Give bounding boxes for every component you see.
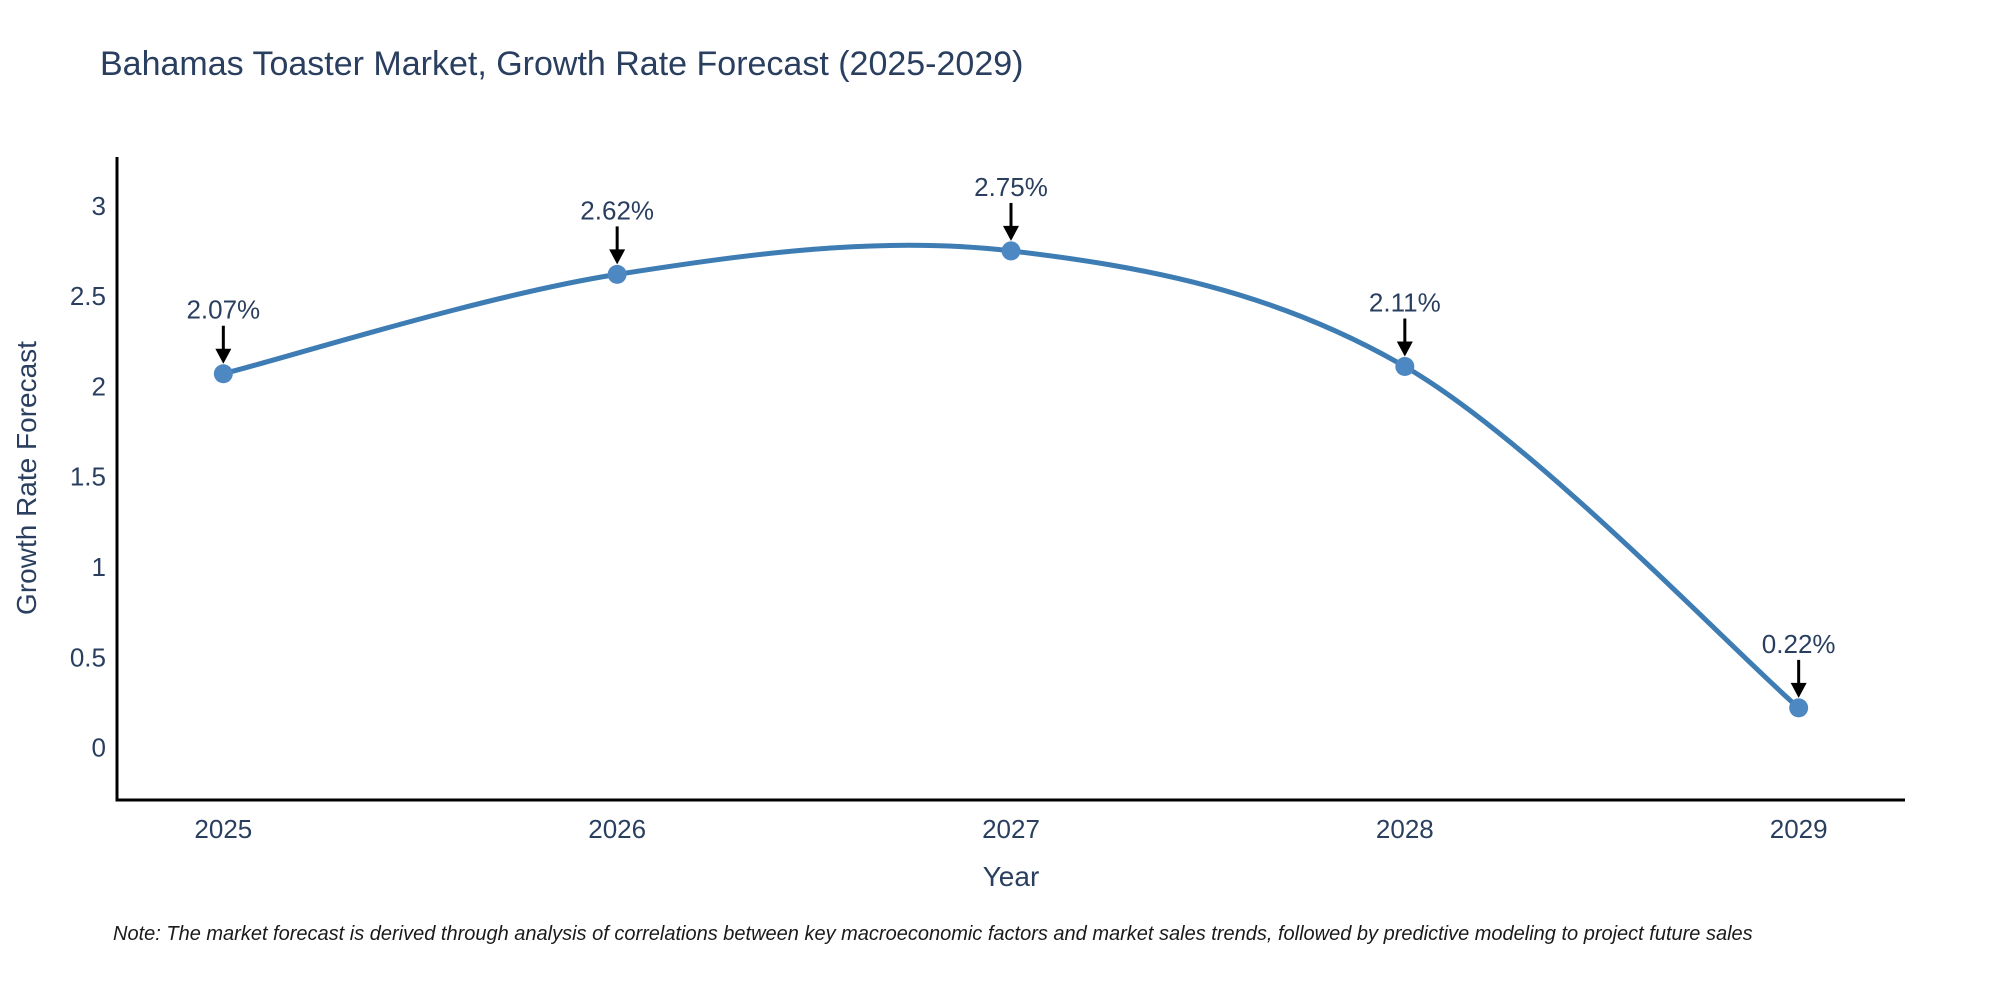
annotation-arrow-icon	[215, 348, 232, 364]
y-tick-label: 0.5	[70, 642, 106, 672]
y-tick-label: 2.5	[70, 281, 106, 311]
y-tick-label: 2	[92, 371, 106, 401]
y-tick-label: 1	[92, 552, 106, 582]
x-tick-label: 2026	[588, 814, 646, 844]
point-label: 2.62%	[580, 195, 654, 225]
data-point[interactable]	[607, 264, 627, 284]
annotation-arrow-icon	[1003, 225, 1019, 241]
x-axis-title: Year	[983, 861, 1040, 892]
footnote: Note: The market forecast is derived thr…	[113, 923, 1753, 945]
point-label: 2.75%	[974, 172, 1048, 202]
point-label: 2.07%	[186, 295, 260, 325]
annotation-arrow-icon	[1790, 682, 1807, 698]
data-point[interactable]	[213, 364, 233, 384]
x-tick-label: 2025	[194, 814, 252, 844]
chart-title: Bahamas Toaster Market, Growth Rate Fore…	[100, 45, 1023, 83]
y-tick-label: 0	[92, 733, 106, 763]
annotation-arrow-icon	[1396, 341, 1413, 357]
data-point[interactable]	[1001, 241, 1021, 261]
trend-line	[220, 242, 1802, 711]
plot-area: 0 0.5 1 1.5 2 2.5 3 2025 2026 2027 2028 2029 2.07% 2.…	[70, 157, 1905, 844]
point-label: 0.22%	[1762, 629, 1836, 659]
annotation-arrow-icon	[609, 249, 626, 265]
data-point[interactable]	[1395, 357, 1415, 377]
y-axis-title: Growth Rate Forecast	[11, 341, 42, 615]
x-tick-label: 2028	[1376, 814, 1434, 844]
data-point[interactable]	[1789, 698, 1809, 718]
y-tick-label: 3	[92, 191, 106, 221]
y-tick-label: 1.5	[70, 462, 106, 492]
x-tick-label: 2029	[1770, 814, 1828, 844]
point-label: 2.11%	[1369, 288, 1441, 318]
x-tick-label: 2027	[982, 814, 1040, 844]
